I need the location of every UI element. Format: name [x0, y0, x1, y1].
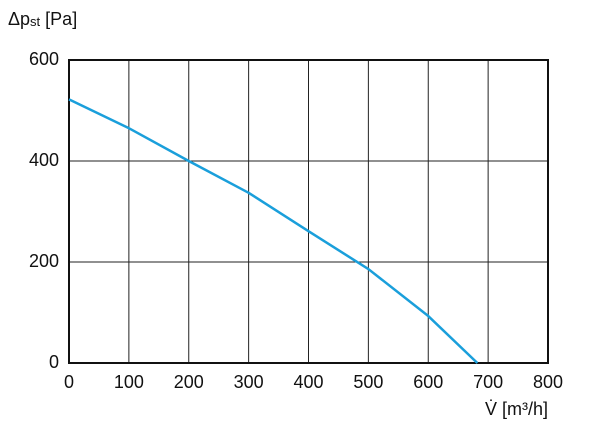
y-tick-label: 600: [29, 49, 59, 69]
y-label-unit: [Pa]: [45, 9, 77, 29]
curve: [68, 98, 479, 364]
y-tick-label: 0: [49, 352, 59, 372]
x-tick-label: 100: [114, 372, 144, 392]
x-tick-label: 500: [353, 372, 383, 392]
x-axis-label: V̇ [m³/h]: [485, 399, 548, 419]
x-tick-label: 800: [533, 372, 563, 392]
x-tick-label: 0: [64, 372, 74, 392]
x-tick-label: 700: [473, 372, 503, 392]
y-label-sub: st: [30, 14, 41, 29]
y-axis-label: Δpst [Pa]: [8, 9, 77, 30]
x-tick-label: 600: [413, 372, 443, 392]
x-tick-label: 400: [293, 372, 323, 392]
plot-frame: [68, 59, 549, 364]
y-label-main: Δp: [8, 9, 30, 29]
x-tick-label: 200: [174, 372, 204, 392]
y-tick-label: 200: [29, 251, 59, 271]
x-tick-label: 300: [234, 372, 264, 392]
y-tick-label: 400: [29, 150, 59, 170]
